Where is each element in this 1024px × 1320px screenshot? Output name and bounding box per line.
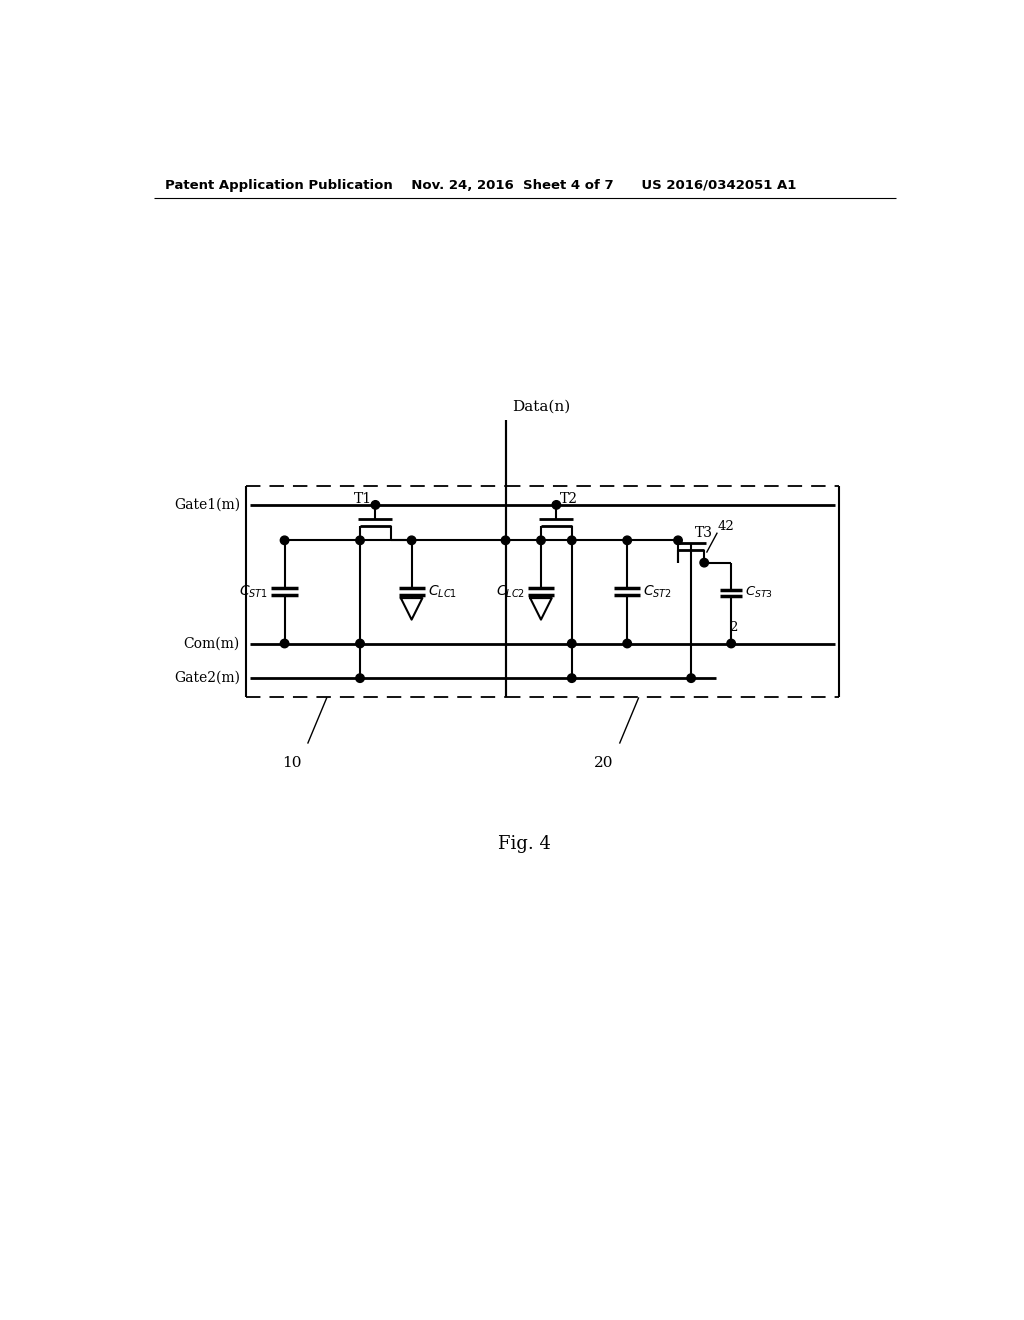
Text: 42: 42 xyxy=(717,520,734,533)
Circle shape xyxy=(502,536,510,545)
Circle shape xyxy=(623,536,632,545)
Text: 2: 2 xyxy=(730,622,738,635)
Circle shape xyxy=(687,675,695,682)
Text: Gate1(m): Gate1(m) xyxy=(174,498,240,512)
Text: Gate2(m): Gate2(m) xyxy=(174,671,240,685)
Circle shape xyxy=(552,500,560,510)
Text: Com(m): Com(m) xyxy=(183,636,240,651)
Circle shape xyxy=(408,536,416,545)
Circle shape xyxy=(537,536,545,545)
Text: $C_{ST3}$: $C_{ST3}$ xyxy=(745,585,773,601)
Text: 10: 10 xyxy=(283,756,302,770)
Circle shape xyxy=(567,675,577,682)
Circle shape xyxy=(281,639,289,648)
Text: Patent Application Publication    Nov. 24, 2016  Sheet 4 of 7      US 2016/03420: Patent Application Publication Nov. 24, … xyxy=(165,178,797,191)
Circle shape xyxy=(674,536,682,545)
Text: T1: T1 xyxy=(353,492,372,507)
Circle shape xyxy=(281,536,289,545)
Circle shape xyxy=(371,500,380,510)
Text: T3: T3 xyxy=(695,525,713,540)
Circle shape xyxy=(355,675,365,682)
Text: $C_{LC2}$: $C_{LC2}$ xyxy=(496,583,524,599)
Text: $C_{ST1}$: $C_{ST1}$ xyxy=(240,583,268,599)
Text: T2: T2 xyxy=(560,492,579,507)
Text: 20: 20 xyxy=(594,756,613,770)
Circle shape xyxy=(355,536,365,545)
Text: $C_{LC1}$: $C_{LC1}$ xyxy=(428,583,457,599)
Circle shape xyxy=(355,639,365,648)
Text: Data(n): Data(n) xyxy=(512,400,570,414)
Circle shape xyxy=(567,639,577,648)
Circle shape xyxy=(623,639,632,648)
Text: Fig. 4: Fig. 4 xyxy=(499,834,551,853)
Circle shape xyxy=(700,558,709,566)
Circle shape xyxy=(567,536,577,545)
Circle shape xyxy=(727,639,735,648)
Text: $C_{ST2}$: $C_{ST2}$ xyxy=(643,583,673,599)
